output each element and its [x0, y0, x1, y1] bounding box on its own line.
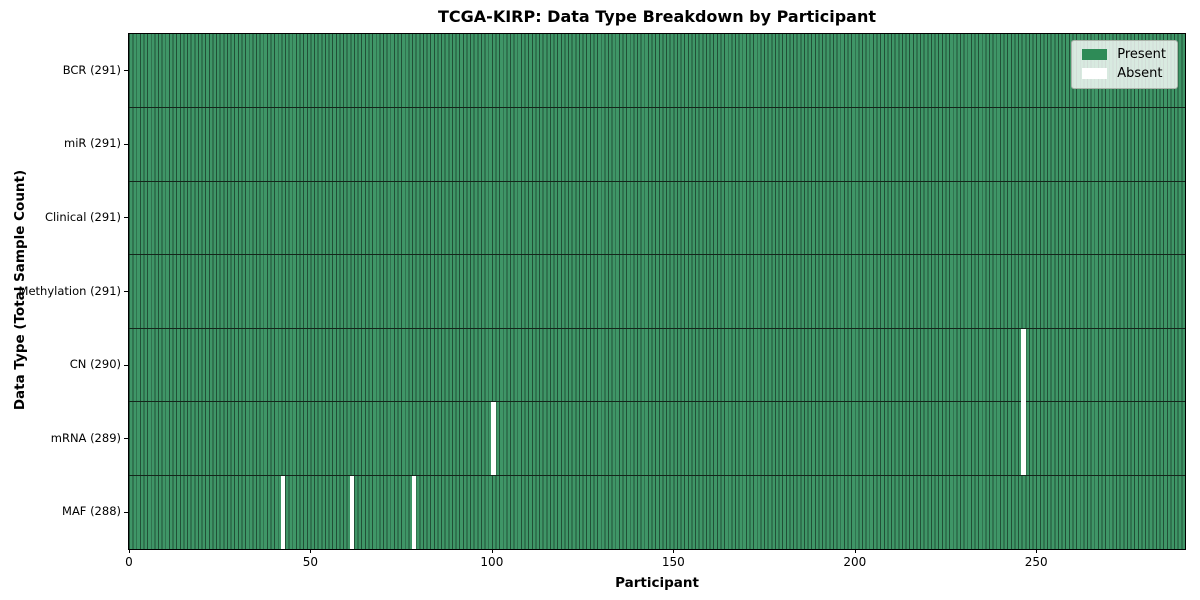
absent-gap-maf-61: [349, 475, 355, 549]
data-row-mrna: [129, 401, 1185, 476]
y-tick-maf: [124, 511, 128, 513]
x-tick-100: [491, 549, 493, 553]
x-tick-0: [129, 549, 130, 553]
data-row-maf: [129, 475, 1185, 549]
x-axis-label: Participant: [615, 575, 699, 591]
row-boundary-3: [129, 254, 1185, 256]
y-tick-bcr: [124, 70, 128, 72]
x-tick-150: [673, 549, 675, 553]
x-tick-label-0: 0: [125, 555, 133, 569]
y-tick-clinical: [124, 217, 128, 219]
data-row-mir: [129, 107, 1185, 182]
data-row-bcr: [129, 34, 1185, 108]
legend-label-absent: Absent: [1117, 66, 1163, 81]
absent-gap-mrna-246: [1021, 401, 1026, 476]
plot-area: Present Absent: [128, 33, 1186, 550]
legend-entry-absent: Absent: [1082, 67, 1166, 80]
absent-gap-maf-42: [281, 475, 286, 549]
x-tick-label-250: 250: [1024, 555, 1048, 569]
row-boundary-6: [129, 474, 1185, 476]
data-row-methylation: [129, 254, 1185, 329]
row-boundary-4: [129, 327, 1185, 329]
y-tick-label-methylation: Methylation (291): [18, 283, 121, 298]
x-tick-label-150: 150: [661, 555, 685, 569]
row-boundary-5-seg0: [129, 401, 1022, 403]
y-tick-cn: [124, 364, 128, 366]
legend-swatch-present-icon: [1082, 49, 1108, 60]
row-boundary-2: [129, 180, 1185, 182]
legend-swatch-absent-icon: [1082, 68, 1108, 79]
x-tick-50: [310, 549, 312, 553]
data-row-clinical: [129, 181, 1185, 255]
legend: Present Absent: [1071, 40, 1178, 89]
absent-gap-cn-246: [1021, 328, 1026, 402]
data-row-cn: [129, 328, 1185, 402]
absent-gap-mrna-100: [491, 401, 496, 476]
row-boundary-5-seg1: [1025, 401, 1185, 403]
y-tick-label-clinical: Clinical (291): [44, 209, 121, 224]
y-tick-mir: [124, 143, 128, 145]
y-tick-label-mir: miR (291): [64, 136, 121, 151]
x-tick-250: [1036, 549, 1038, 553]
y-tick-label-cn: CN (290): [69, 357, 121, 372]
legend-entry-present: Present: [1082, 48, 1166, 61]
y-tick-label-maf: MAF (288): [62, 504, 121, 519]
row-boundary-1: [129, 107, 1185, 109]
x-tick-label-50: 50: [302, 555, 319, 569]
x-tick-label-100: 100: [480, 555, 504, 569]
x-tick-label-200: 200: [843, 555, 867, 569]
absent-gap-maf-78: [411, 475, 417, 549]
y-tick-label-bcr: BCR (291): [62, 62, 121, 77]
y-tick-mrna: [124, 438, 128, 440]
chart-title: TCGA-KIRP: Data Type Breakdown by Partic…: [438, 7, 876, 26]
legend-label-present: Present: [1117, 47, 1166, 62]
x-tick-200: [854, 549, 856, 553]
y-tick-methylation: [124, 291, 128, 292]
y-tick-label-mrna: mRNA (289): [50, 430, 121, 445]
